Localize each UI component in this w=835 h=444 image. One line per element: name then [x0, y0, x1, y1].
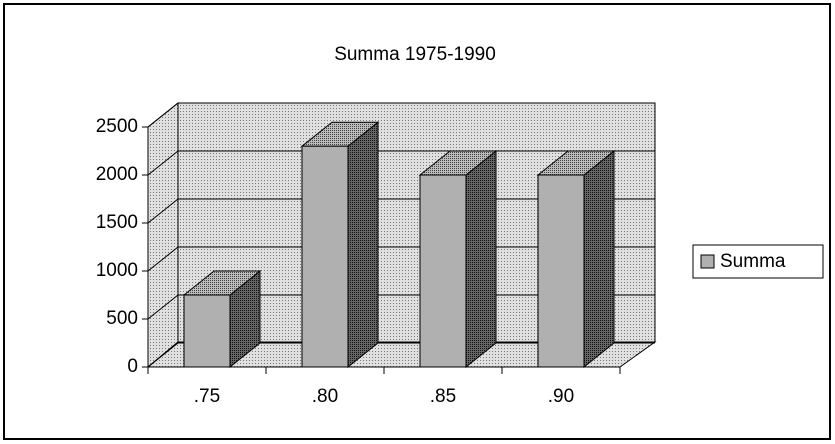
bar [537, 174, 585, 368]
legend-label: Summa [720, 251, 786, 272]
y-tick-label: 2000 [96, 164, 138, 185]
x-tick-label: .90 [548, 386, 574, 407]
y-tick-label: 2500 [96, 116, 138, 137]
legend-box [692, 244, 824, 279]
x-tick-label: .80 [312, 386, 338, 407]
x-tick-label: .75 [194, 386, 220, 407]
bar [301, 145, 349, 368]
side-wall [147, 101, 179, 369]
bar [419, 174, 467, 368]
bar-side [347, 121, 379, 369]
bar [183, 294, 231, 368]
y-tick-label: 0 [127, 356, 138, 377]
frame [3, 3, 831, 440]
y-tick-label: 1000 [96, 260, 138, 281]
chart-title: Summa 1975-1990 [334, 44, 496, 65]
y-tick-label: 500 [106, 308, 138, 329]
bar-side [465, 149, 497, 369]
grid-line [147, 102, 655, 128]
legend-swatch [700, 254, 715, 269]
y-tick-label: 1500 [96, 212, 138, 233]
bar-side [583, 149, 615, 369]
x-tick-label: .85 [430, 386, 456, 407]
legend [692, 244, 824, 279]
